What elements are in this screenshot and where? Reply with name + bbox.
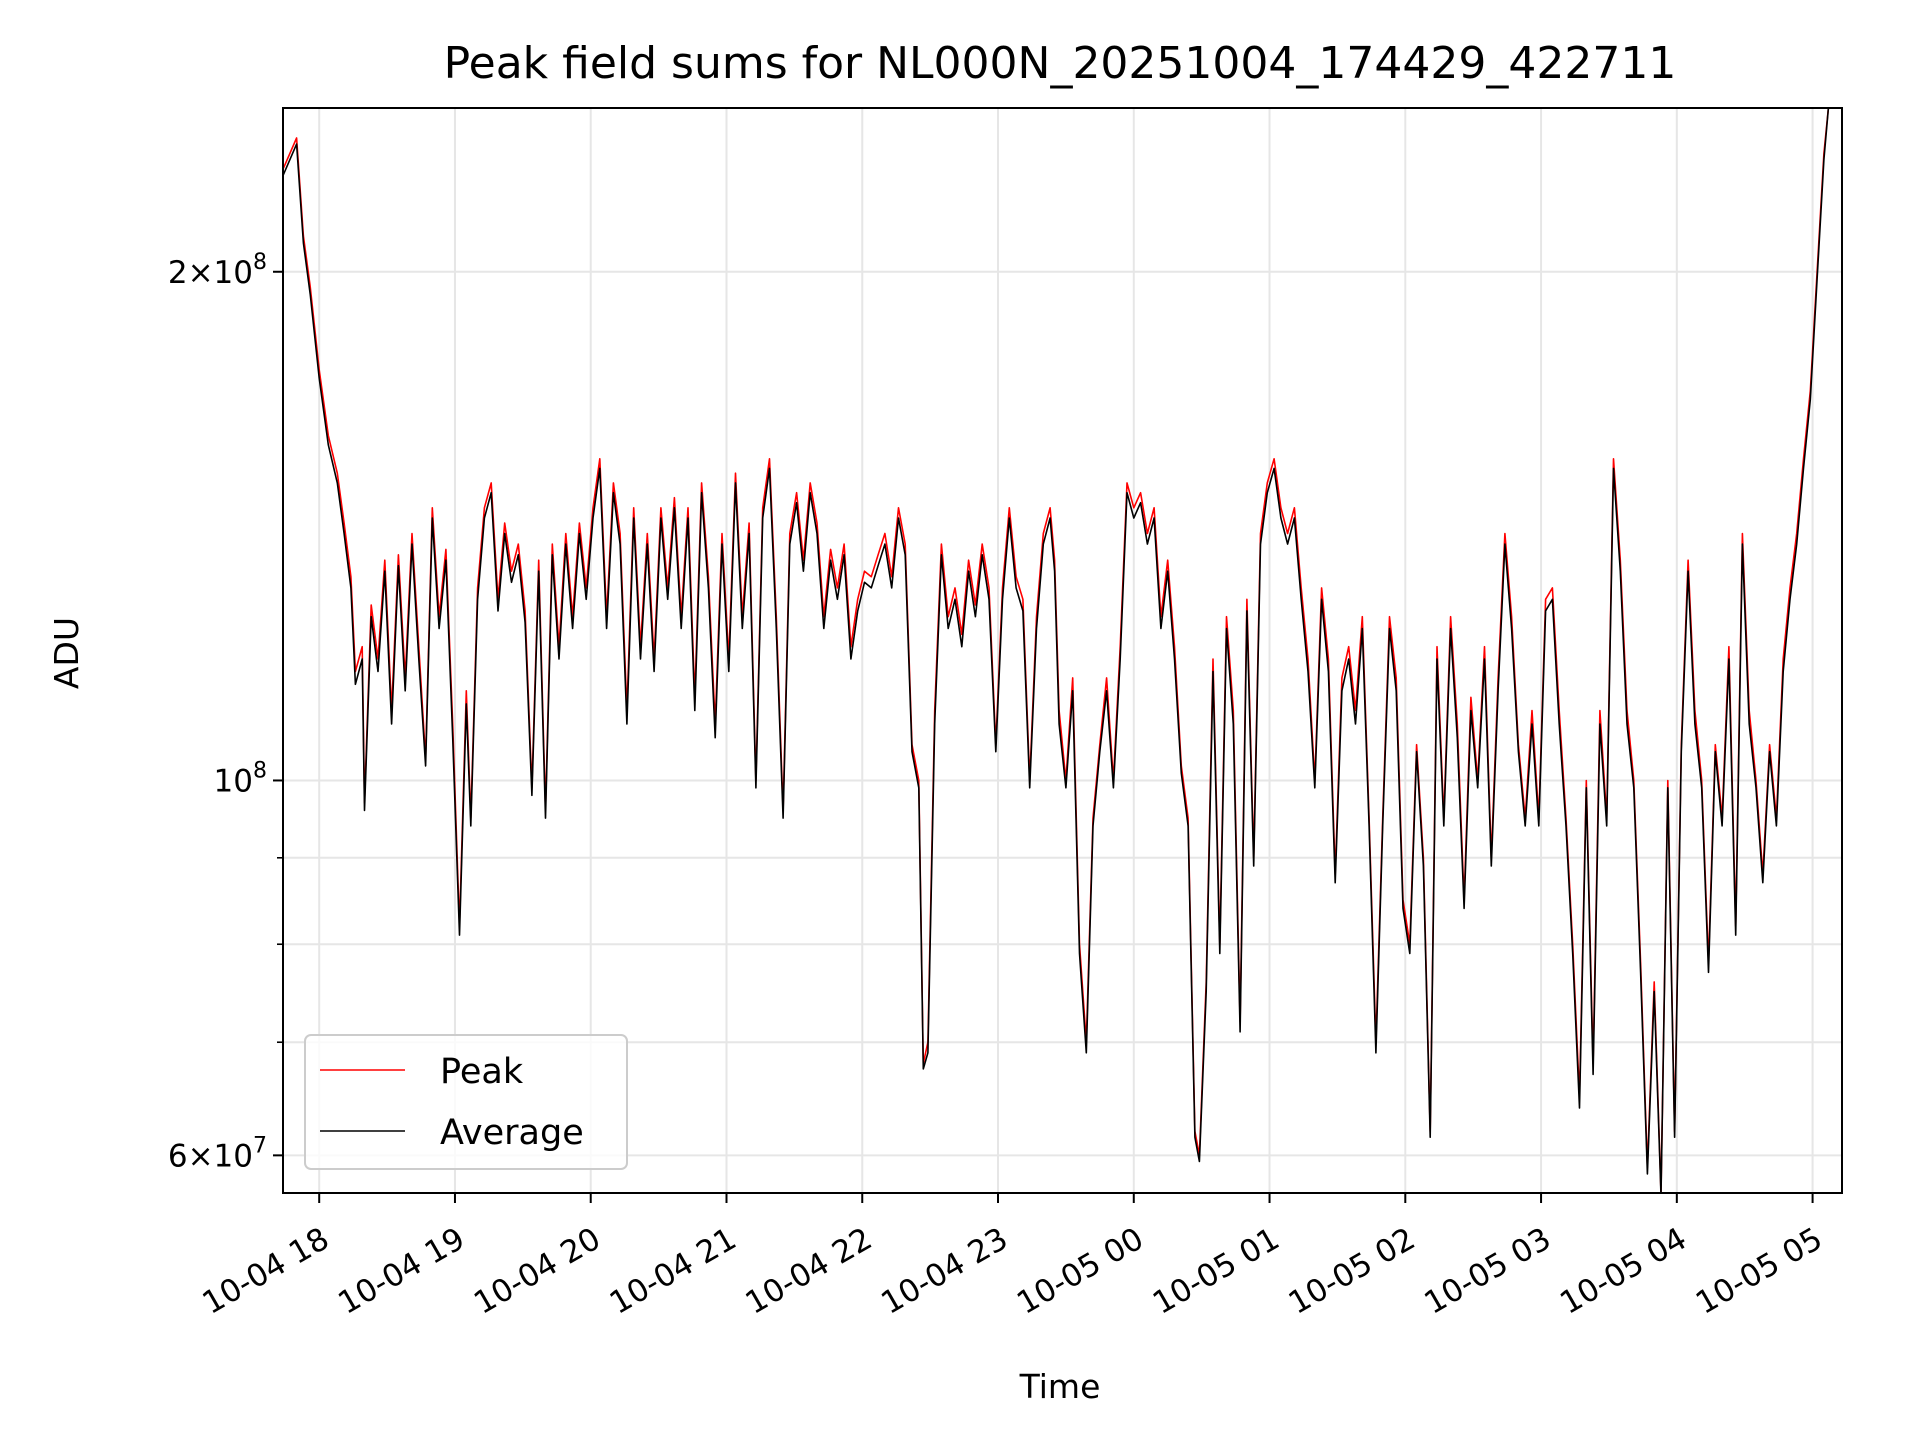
legend-label-average: Average — [440, 1113, 584, 1153]
legend-box — [304, 1034, 628, 1170]
plot-frame — [282, 107, 1843, 1194]
y-tick-label: 6×107 — [168, 1133, 267, 1174]
x-axis-label: Time — [1019, 1367, 1101, 1406]
y-tick-label: 108 — [214, 758, 267, 799]
series-line-average — [283, 108, 1830, 1193]
chart-title: Peak field sums for NL000N_20251004_1744… — [444, 38, 1677, 89]
y-tick-label: 2×108 — [168, 250, 267, 291]
legend-label-peak: Peak — [440, 1052, 524, 1092]
plot-area — [283, 108, 1842, 1193]
legend: Peak Average — [304, 1034, 628, 1170]
series-layer — [283, 108, 1830, 1193]
y-axis-label: ADU — [47, 617, 86, 689]
